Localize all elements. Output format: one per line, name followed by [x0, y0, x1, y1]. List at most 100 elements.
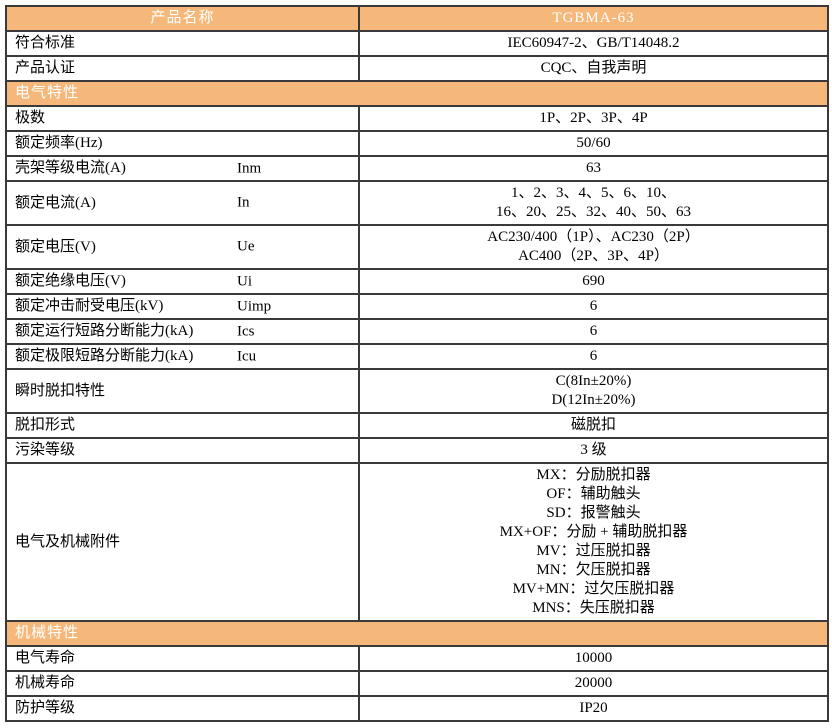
spec-label: 电气寿命 — [5, 645, 360, 672]
spec-value-line: 10000 — [574, 650, 613, 666]
spec-value: 6 — [358, 293, 829, 320]
spec-label-text: 产品认证 — [15, 60, 76, 76]
table-row: 额定电流(A) In 1、2、3、4、5、6、10、 16、20、25、32、40、5… — [5, 180, 829, 226]
spec-value-line: MV：过压脱扣器 — [536, 543, 651, 559]
spec-label-text: 污染等级 — [15, 442, 76, 458]
table-row: 额定运行短路分断能力(kA) Ics 6 — [5, 318, 829, 345]
spec-value: 6 — [358, 343, 829, 370]
table-row: 额定冲击耐受电压(kV) Uimp 6 — [5, 293, 829, 320]
spec-label: 额定冲击耐受电压(kV) Uimp — [5, 293, 360, 320]
spec-value: AC230/400（1P）、AC230（2P） AC400（2P、3P、4P） — [358, 224, 829, 270]
product-name-value: TGBMA-63 — [358, 5, 829, 32]
spec-value-line: 20000 — [574, 675, 613, 691]
spec-value-line: AC400（2P、3P、4P） — [518, 248, 669, 264]
spec-value-line: 6 — [589, 323, 598, 339]
spec-symbol: Ics — [237, 323, 255, 339]
spec-value: 20000 — [358, 670, 829, 697]
table-row: 产品认证 CQC、自我声明 — [5, 55, 829, 82]
spec-label-text: 瞬时脱扣特性 — [15, 382, 106, 399]
spec-value: 1P、2P、3P、4P — [358, 105, 829, 132]
spec-value-line: C(8In±20%) — [555, 373, 632, 389]
spec-value: 50/60 — [358, 130, 829, 157]
spec-value: 10000 — [358, 645, 829, 672]
spec-label-text: 电气及机械附件 — [15, 533, 121, 550]
spec-value: 3 级 — [358, 437, 829, 464]
spec-label: 瞬时脱扣特性 — [5, 368, 360, 414]
spec-label-text: 额定电压(V) — [15, 238, 96, 255]
spec-value: 1、2、3、4、5、6、10、 16、20、25、32、40、50、63 — [358, 180, 829, 226]
spec-label-text: 电气寿命 — [15, 650, 76, 666]
spec-label: 符合标准 — [5, 30, 360, 57]
spec-symbol: In — [237, 194, 250, 211]
table-row: 瞬时脱扣特性 C(8In±20%) D(12In±20%) — [5, 368, 829, 414]
table-row: 额定极限短路分断能力(kA) Icu 6 — [5, 343, 829, 370]
spec-value-line: 16、20、25、32、40、50、63 — [495, 204, 691, 220]
spec-value-line: 6 — [589, 298, 598, 314]
spec-value-line: 3 级 — [580, 442, 607, 458]
spec-label-text: 额定频率(Hz) — [15, 135, 103, 151]
section-row: 机械特性 — [5, 620, 829, 647]
table-row: 污染等级 3 级 — [5, 437, 829, 464]
table-row: 机械寿命 20000 — [5, 670, 829, 697]
spec-value-line: SD：报警触头 — [546, 505, 641, 521]
spec-value: 磁脱扣 — [358, 412, 829, 439]
spec-symbol: Icu — [237, 348, 257, 364]
spec-value-line: TGBMA-63 — [552, 10, 635, 26]
spec-label-text: 脱扣形式 — [15, 417, 76, 433]
spec-label: 污染等级 — [5, 437, 360, 464]
spec-value-line: D(12In±20%) — [551, 392, 636, 408]
spec-label-text: 额定电流(A) — [15, 194, 96, 211]
table-row: 极数 1P、2P、3P、4P — [5, 105, 829, 132]
spec-label-text: 符合标准 — [15, 35, 76, 51]
spec-symbol: Ui — [237, 273, 252, 289]
spec-label: 额定电压(V) Ue — [5, 224, 360, 270]
spec-label: 电气及机械附件 — [5, 462, 360, 622]
spec-value: 690 — [358, 268, 829, 295]
spec-value-line: AC230/400（1P）、AC230（2P） — [487, 229, 700, 245]
spec-label-text: 机械寿命 — [15, 675, 76, 691]
spec-value-line: 磁脱扣 — [570, 417, 616, 433]
spec-value-line: MNS：失压脱扣器 — [532, 600, 655, 616]
table-row: 额定绝缘电压(V) Ui 690 — [5, 268, 829, 295]
spec-value-line: MX：分励脱扣器 — [536, 467, 651, 483]
spec-label: 产品认证 — [5, 55, 360, 82]
spec-value-line: 1P、2P、3P、4P — [539, 110, 648, 126]
spec-value: 6 — [358, 318, 829, 345]
spec-label: 额定极限短路分断能力(kA) Icu — [5, 343, 360, 370]
spec-symbol: Ue — [237, 238, 255, 255]
product-spec-table: 产品名称 TGBMA-63 符合标准 IEC60947-2、GB/T14048.2 产品… — [5, 5, 829, 722]
spec-label: 壳架等级电流(A) Inm — [5, 155, 360, 182]
spec-symbol: Uimp — [237, 298, 272, 314]
spec-label: 额定绝缘电压(V) Ui — [5, 268, 360, 295]
product-name-label: 产品名称 — [5, 5, 360, 32]
spec-label: 额定电流(A) In — [5, 180, 360, 226]
section-title: 电气特性 — [5, 80, 829, 107]
spec-label: 脱扣形式 — [5, 412, 360, 439]
spec-value: C(8In±20%) D(12In±20%) — [358, 368, 829, 414]
spec-label-text: 额定极限短路分断能力(kA) — [15, 348, 194, 364]
spec-table-body: 产品名称 TGBMA-63 符合标准 IEC60947-2、GB/T14048.2 产品… — [5, 5, 829, 722]
table-row: 符合标准 IEC60947-2、GB/T14048.2 — [5, 30, 829, 57]
table-row: 额定频率(Hz) 50/60 — [5, 130, 829, 157]
spec-label: 额定频率(Hz) — [5, 130, 360, 157]
spec-label-text: 极数 — [15, 110, 46, 126]
spec-label: 额定运行短路分断能力(kA) Ics — [5, 318, 360, 345]
spec-label: 机械寿命 — [5, 670, 360, 697]
spec-value-line: 1、2、3、4、5、6、10、 — [510, 185, 676, 201]
section-row: 电气特性 — [5, 80, 829, 107]
spec-label-text: 额定运行短路分断能力(kA) — [15, 323, 194, 339]
spec-label: 极数 — [5, 105, 360, 132]
spec-value-line: OF：辅助触头 — [546, 486, 641, 502]
spec-label: 防护等级 — [5, 695, 360, 722]
table-row: 电气寿命 10000 — [5, 645, 829, 672]
section-title: 机械特性 — [5, 620, 829, 647]
spec-label-text: 额定绝缘电压(V) — [15, 273, 126, 289]
table-row: 额定电压(V) Ue AC230/400（1P）、AC230（2P） AC400（2P… — [5, 224, 829, 270]
spec-value-line: IP20 — [579, 700, 608, 716]
table-row: 电气及机械附件 MX：分励脱扣器 OF：辅助触头 SD：报警触头 MX+OF：分励 + … — [5, 462, 829, 622]
spec-label-text: 额定冲击耐受电压(kV) — [15, 298, 164, 314]
spec-value-line: 63 — [586, 160, 601, 176]
spec-label-text: 壳架等级电流(A) — [15, 160, 126, 176]
spec-value-line: 6 — [589, 348, 598, 364]
